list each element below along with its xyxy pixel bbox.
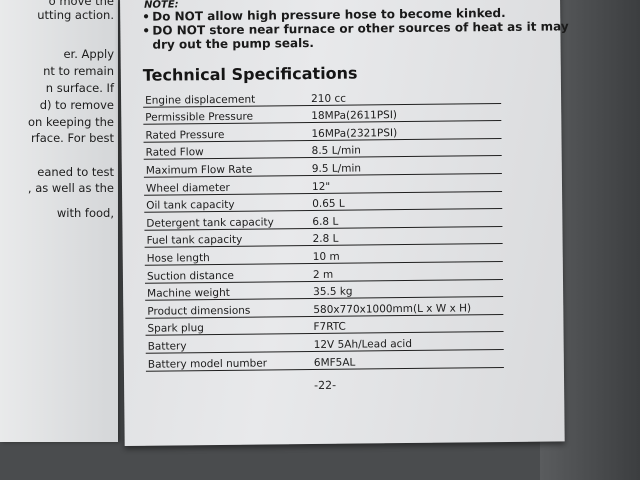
text-line: o move the bbox=[48, 0, 114, 8]
spec-label: Wheel diameter bbox=[145, 181, 230, 195]
spec-value: 10 m bbox=[312, 250, 340, 263]
spec-label: Engine displacement bbox=[145, 93, 256, 107]
spec-value: 6MF5AL bbox=[313, 356, 356, 369]
spec-value: 2.8 L bbox=[312, 233, 339, 246]
spec-value: 9.5 L/min bbox=[311, 162, 362, 175]
text-line: n surface. If bbox=[45, 81, 114, 95]
specs-table: Engine displacement 210 cc Permissible Pre… bbox=[142, 86, 504, 372]
spec-value: 210 cc bbox=[311, 92, 347, 105]
spec-value: 6.8 L bbox=[312, 215, 339, 228]
text-line: eaned to test bbox=[37, 165, 114, 179]
spec-label: Hose length bbox=[146, 252, 210, 265]
text-line: rface. For best bbox=[30, 131, 114, 145]
text-line: with food, bbox=[56, 206, 114, 220]
spec-label: Battery bbox=[147, 340, 187, 353]
right-page: NOTE: • Do NOT allow high pressure hose t… bbox=[120, 0, 569, 446]
page-number: -22- bbox=[314, 378, 337, 392]
bullet-icon: • bbox=[142, 9, 150, 24]
spec-value: 18MPa(2611PSI) bbox=[311, 109, 398, 123]
text-line: utting action. bbox=[37, 8, 114, 22]
spec-label: Spark plug bbox=[147, 322, 204, 336]
note-continuation: dry out the pump seals. bbox=[152, 35, 314, 52]
spec-label: Rated Pressure bbox=[145, 128, 225, 142]
spec-label: Rated Flow bbox=[145, 146, 204, 160]
spec-label: Battery model number bbox=[147, 356, 268, 371]
spec-value: 35.5 kg bbox=[313, 285, 353, 299]
spec-label: Oil tank capacity bbox=[146, 198, 235, 212]
spec-label: Machine weight bbox=[147, 286, 230, 300]
section-heading: Technical Specifications bbox=[142, 63, 358, 85]
bullet-icon: • bbox=[142, 23, 151, 38]
text-line: d) to remove bbox=[39, 98, 114, 112]
spec-value: F7RTC bbox=[313, 320, 346, 334]
spec-label: Detergent tank capacity bbox=[146, 216, 274, 230]
spec-value: 16MPa(2321PSI) bbox=[311, 126, 398, 140]
table-row: Battery model number 6MF5AL bbox=[145, 349, 504, 372]
spec-value: 12V 5Ah/Lead acid bbox=[313, 337, 413, 351]
spec-value: 8.5 L/min bbox=[311, 144, 361, 158]
spec-value: 580x770x1000mm(L x W x H) bbox=[313, 302, 472, 316]
spec-value: 0.65 L bbox=[312, 197, 345, 211]
spec-value: 2 m bbox=[312, 268, 334, 281]
left-page: o move the utting action. er. Apply nt t… bbox=[0, 0, 118, 442]
text-line: er. Apply bbox=[63, 47, 114, 61]
spec-label: Permissible Pressure bbox=[145, 110, 254, 124]
spec-value: 12" bbox=[311, 180, 331, 193]
note-text: DO NOT store near furnace or other sourc… bbox=[152, 19, 569, 38]
spec-label: Maximum Flow Rate bbox=[145, 163, 253, 177]
text-line: nt to remain bbox=[43, 64, 114, 78]
spec-label: Suction distance bbox=[146, 269, 235, 283]
text-line: on keeping the bbox=[28, 115, 114, 129]
spec-label: Product dimensions bbox=[147, 304, 251, 318]
text-line: , as well as the bbox=[27, 181, 114, 195]
spec-label: Fuel tank capacity bbox=[146, 234, 243, 248]
